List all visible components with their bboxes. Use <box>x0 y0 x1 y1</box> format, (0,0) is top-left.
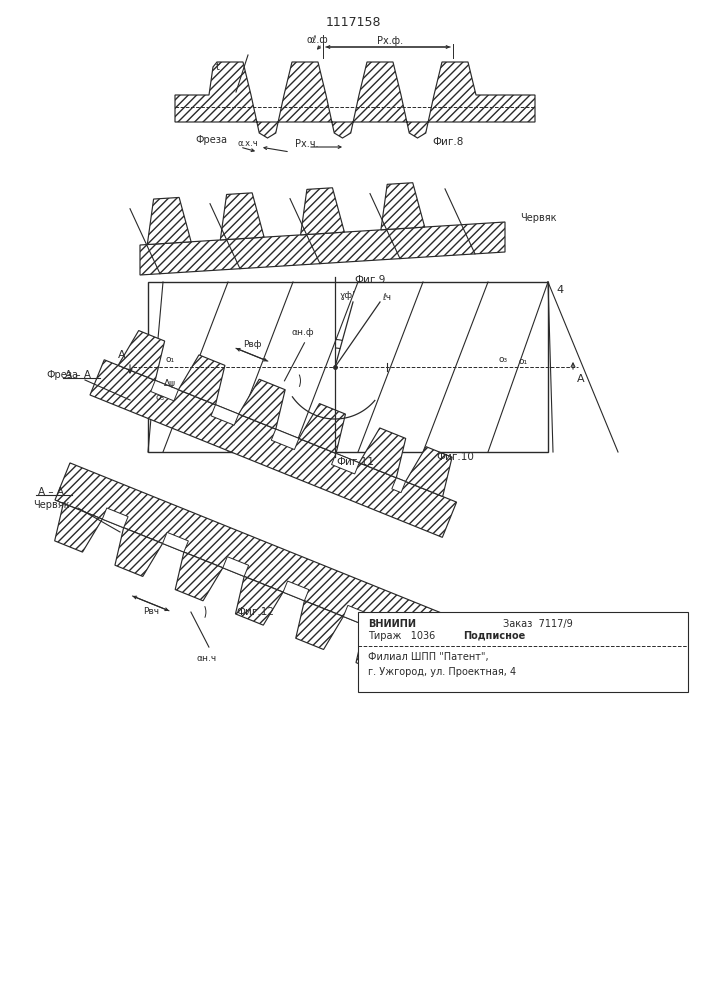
Text: ℓч: ℓч <box>382 292 392 302</box>
Polygon shape <box>175 62 535 138</box>
Polygon shape <box>381 183 425 230</box>
Text: Филиал ШПП "Патент",: Филиал ШПП "Патент", <box>368 652 489 662</box>
Text: Заказ  7117/9: Заказ 7117/9 <box>503 619 573 629</box>
Text: Фреза: Фреза <box>46 370 78 380</box>
Bar <box>358 612 688 692</box>
Polygon shape <box>55 463 441 650</box>
Text: А – А: А – А <box>38 487 64 497</box>
Polygon shape <box>90 360 457 537</box>
Polygon shape <box>147 197 191 245</box>
Text: о₃: о₃ <box>156 392 165 401</box>
Text: о₃: о₃ <box>498 355 508 363</box>
Text: Рх.ч.: Рх.ч. <box>295 139 318 149</box>
Text: α.х.ч: α.х.ч <box>238 139 258 148</box>
Polygon shape <box>359 428 406 478</box>
Text: Δψ: Δψ <box>164 378 176 387</box>
Text: αн.ф: αн.ф <box>291 328 314 337</box>
Text: Рвч: Рвч <box>143 607 159 616</box>
Text: αн.ч: αн.ч <box>197 654 217 663</box>
Text: Червяк: Червяк <box>33 500 70 510</box>
Polygon shape <box>118 331 165 380</box>
Polygon shape <box>178 355 225 405</box>
Polygon shape <box>283 581 309 601</box>
Text: αℓ.ф: αℓ.ф <box>306 35 328 45</box>
Polygon shape <box>344 605 369 625</box>
Text: ɣф': ɣф' <box>339 290 355 300</box>
Text: 1117158: 1117158 <box>325 15 381 28</box>
Polygon shape <box>151 380 178 401</box>
Polygon shape <box>235 576 283 625</box>
Polygon shape <box>54 503 103 552</box>
Polygon shape <box>163 532 188 552</box>
Text: Фреза: Фреза <box>195 135 227 145</box>
Polygon shape <box>332 453 359 474</box>
Text: Фиг.12: Фиг.12 <box>236 607 274 617</box>
Polygon shape <box>175 552 223 601</box>
Polygon shape <box>115 528 163 576</box>
Text: о₁: о₁ <box>518 358 527 366</box>
Polygon shape <box>239 379 285 429</box>
Bar <box>148 282 548 452</box>
Polygon shape <box>221 193 264 240</box>
Polygon shape <box>103 508 128 528</box>
Polygon shape <box>300 188 344 235</box>
Text: Подписное: Подписное <box>463 631 525 641</box>
Polygon shape <box>392 478 406 493</box>
Text: Фиг.8: Фиг.8 <box>432 137 464 147</box>
Text: Фиг.9: Фиг.9 <box>354 275 386 285</box>
Text: Фиг.11: Фиг.11 <box>336 457 374 467</box>
Text: t: t <box>216 62 220 72</box>
Polygon shape <box>211 405 239 425</box>
Text: Тираж   1036: Тираж 1036 <box>368 631 436 641</box>
Polygon shape <box>299 404 346 453</box>
Polygon shape <box>271 429 299 450</box>
Text: 4: 4 <box>556 285 563 295</box>
Text: г. Ужгород, ул. Проектная, 4: г. Ужгород, ул. Проектная, 4 <box>368 667 516 677</box>
Polygon shape <box>356 625 404 674</box>
Text: Рвф: Рвф <box>243 340 261 349</box>
Text: А: А <box>577 374 585 384</box>
Polygon shape <box>406 447 452 496</box>
Polygon shape <box>296 601 344 649</box>
Polygon shape <box>140 222 505 275</box>
Text: Фиг.10: Фиг.10 <box>436 452 474 462</box>
Text: А – А: А – А <box>65 370 91 380</box>
Text: Червяк: Червяк <box>520 213 556 223</box>
Text: ВНИИПИ: ВНИИПИ <box>368 619 416 629</box>
Text: о₁: о₁ <box>165 355 175 363</box>
Text: Рх.ф.: Рх.ф. <box>377 36 403 46</box>
Text: А: А <box>118 350 126 360</box>
Polygon shape <box>223 557 249 576</box>
